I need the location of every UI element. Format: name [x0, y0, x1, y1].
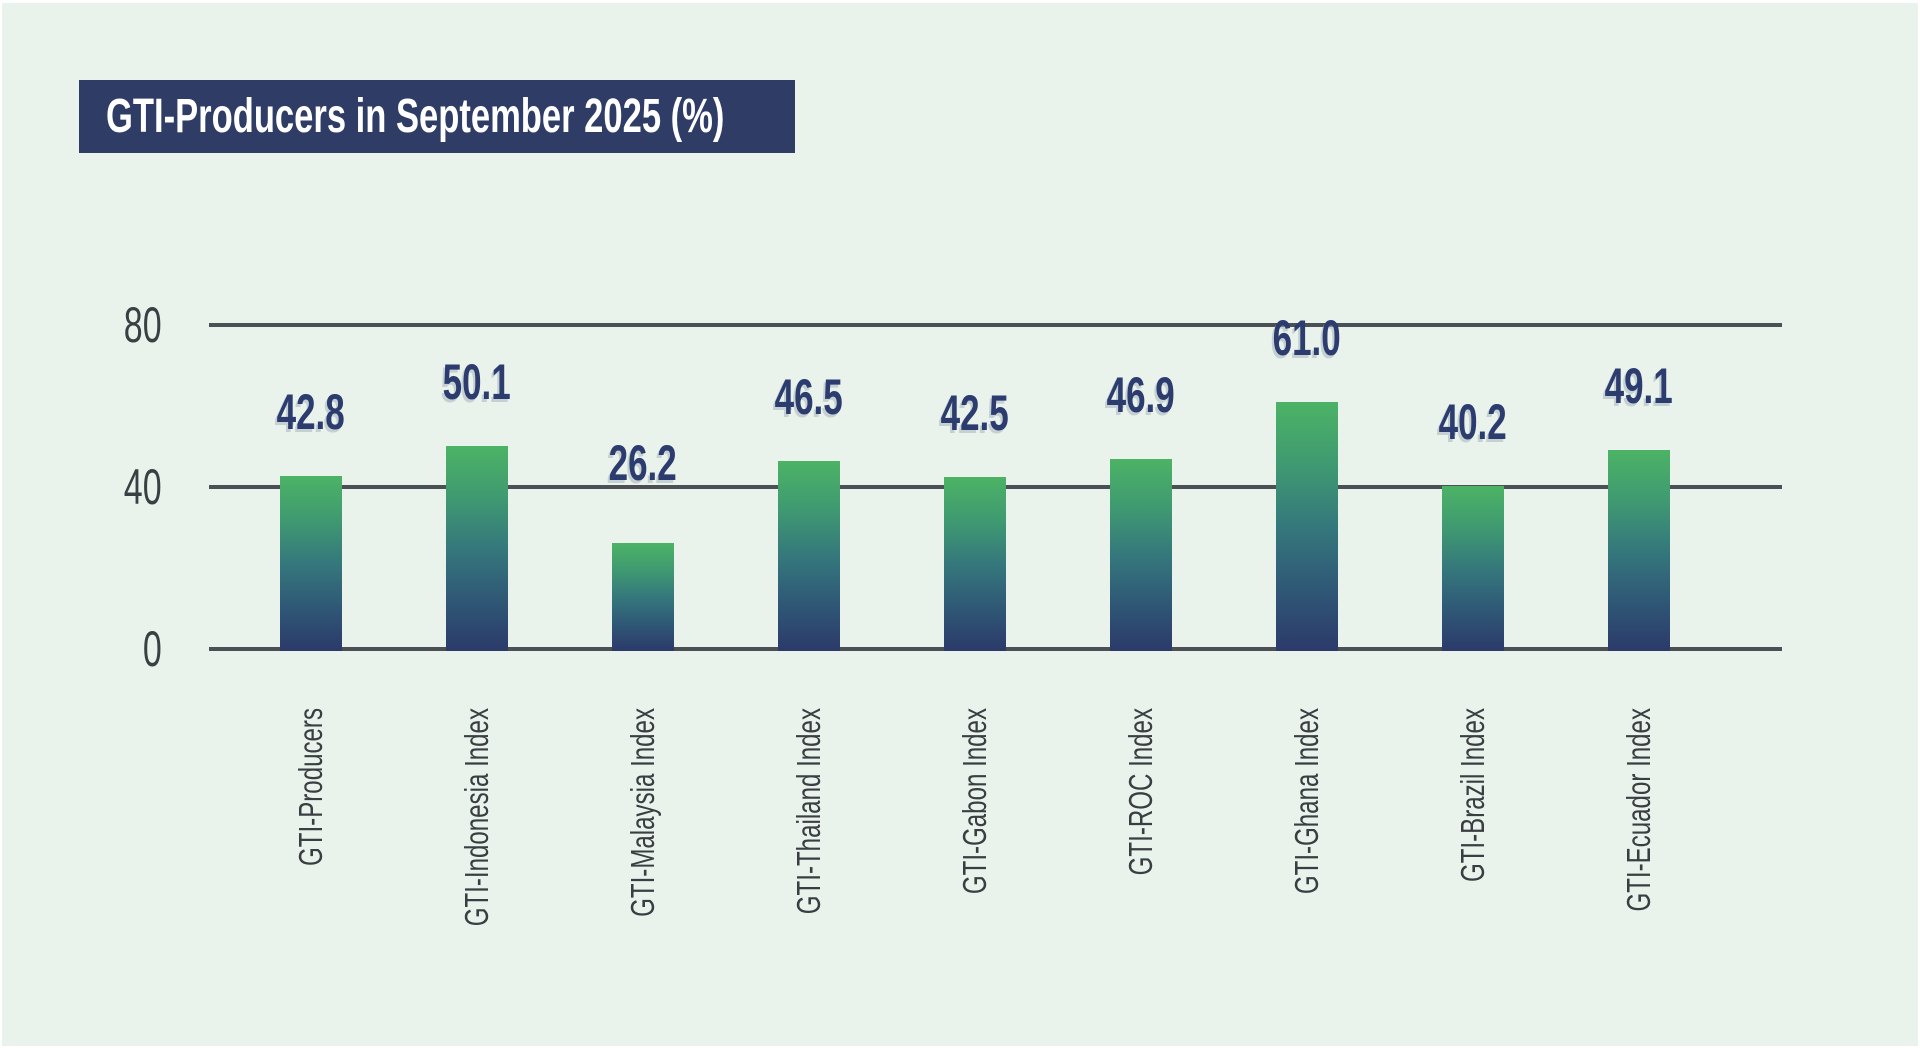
value-label-text: 40.2 — [1438, 394, 1508, 450]
value-label-text: 49.1 — [1604, 358, 1674, 414]
chart-title: GTI-Producers in September 2025 (%) — [106, 90, 725, 143]
x-axis-label-text: GTI-ROC Index — [1122, 708, 1159, 876]
chart-canvas: GTI-Producers in September 2025 (%) 0 40 8… — [2, 3, 1918, 1046]
value-label-gti-brazil-index: 40.2 — [1373, 397, 1573, 447]
x-axis-label-rotated: GTI-Gabon Index — [956, 708, 993, 963]
x-axis-label-rotated: GTI-Ghana Index — [1288, 708, 1325, 963]
value-label-text: 46.9 — [1106, 367, 1176, 423]
bar-gti-producers — [280, 476, 342, 651]
x-axis-label-text: GTI-Ghana Index — [1288, 708, 1325, 895]
x-axis-label-text: GTI-Brazil Index — [1454, 708, 1491, 883]
plot-area: 0 40 80 42.8 GTI-Producers 50.1 GTI-Indonesia … — [2, 3, 1918, 1046]
x-axis-label-rotated: GTI-Brazil Index — [1454, 708, 1491, 946]
value-label-text: 61.0 — [1272, 310, 1342, 366]
bar-gti-ecuador-index — [1608, 450, 1670, 651]
y-tick-label-text: 0 — [143, 621, 162, 677]
x-axis-label-text: GTI-Producers — [292, 708, 329, 866]
value-label-text: 42.8 — [276, 384, 346, 440]
value-label-gti-thailand-index: 46.5 — [709, 372, 909, 422]
bar-gti-indonesia-index — [446, 446, 508, 651]
value-label-gti-malaysia-index: 26.2 — [543, 438, 743, 488]
x-axis-label-rotated: GTI-Thailand Index — [790, 708, 827, 990]
y-tick-label-text: 40 — [124, 459, 162, 515]
value-label-gti-roc-index: 46.9 — [1041, 370, 1241, 420]
value-label-text: 50.1 — [442, 354, 512, 410]
x-axis-label-text: GTI-Gabon Index — [956, 708, 993, 895]
value-label-text: 26.2 — [608, 435, 678, 491]
value-label-gti-producers: 42.8 — [211, 387, 411, 437]
bar-gti-ghana-index — [1276, 402, 1338, 651]
x-axis-label-rotated: GTI-Malaysia Index — [624, 708, 661, 994]
x-axis-label-text: GTI-Indonesia Index — [458, 708, 495, 927]
value-label-gti-ecuador-index: 49.1 — [1539, 361, 1739, 411]
bar-gti-thailand-index — [778, 461, 840, 651]
x-axis-label-text: GTI-Thailand Index — [790, 708, 827, 915]
value-label-text: 46.5 — [774, 369, 844, 425]
y-tick-label-text: 80 — [124, 297, 162, 353]
y-tick-label: 40 — [2, 462, 162, 512]
value-label-text: 42.5 — [940, 385, 1010, 441]
value-label-gti-ghana-index: 61.0 — [1207, 313, 1407, 363]
x-axis-label-rotated: GTI-Ecuador Index — [1620, 708, 1657, 987]
bar-gti-gabon-index — [944, 477, 1006, 651]
x-axis-label-text: GTI-Ecuador Index — [1620, 708, 1657, 912]
y-tick-label: 80 — [2, 300, 162, 350]
y-tick-label: 0 — [2, 624, 162, 674]
bar-gti-malaysia-index — [612, 543, 674, 651]
bar-gti-roc-index — [1110, 459, 1172, 651]
bar-gti-brazil-index — [1442, 486, 1504, 651]
gridline-80 — [209, 323, 1782, 327]
chart-title-box: GTI-Producers in September 2025 (%) — [79, 80, 795, 153]
x-axis-label-rotated: GTI-Indonesia Index — [458, 708, 495, 1007]
value-label-gti-indonesia-index: 50.1 — [377, 357, 577, 407]
x-axis-label-text: GTI-Malaysia Index — [624, 708, 661, 917]
value-label-gti-gabon-index: 42.5 — [875, 388, 1075, 438]
x-axis-label-rotated: GTI-Producers — [292, 708, 329, 924]
x-axis-label-rotated: GTI-ROC Index — [1122, 708, 1159, 937]
